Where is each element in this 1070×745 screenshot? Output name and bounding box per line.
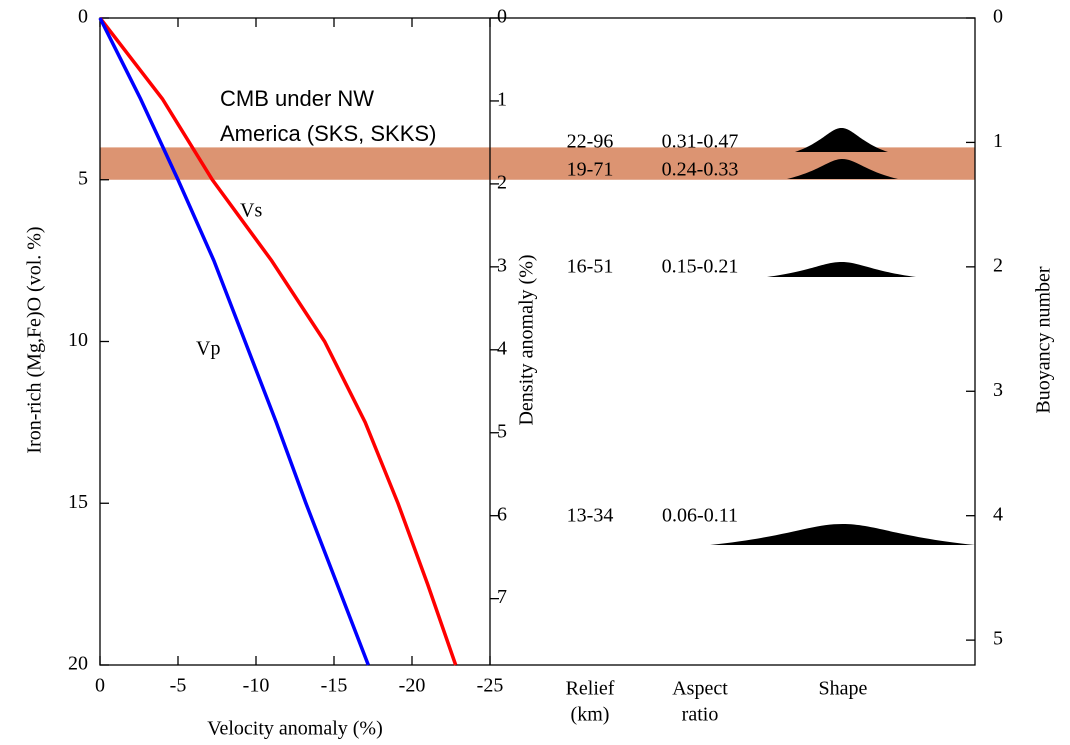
column-header: ratio (682, 704, 719, 726)
buoyancy-tick-label: 3 (993, 379, 1003, 401)
table-cell: 0.24-0.33 (662, 159, 739, 181)
y-tick-label: 20 (68, 653, 88, 675)
table-cell: 19-71 (567, 159, 614, 181)
x-tick-label: -20 (399, 675, 426, 697)
density-tick-label: 3 (497, 254, 507, 276)
density-axis-title: Density anomaly (%) (516, 254, 538, 425)
shape-icon (787, 159, 898, 179)
density-tick-label: 1 (497, 89, 507, 111)
table-cell: 0.15-0.21 (662, 256, 739, 278)
x-tick-label: 0 (95, 675, 105, 697)
annotation: CMB under NW (220, 86, 374, 111)
buoyancy-tick-label: 4 (993, 503, 1003, 525)
y-tick-label: 0 (78, 6, 88, 28)
curve (98, 17, 370, 666)
buoyancy-tick-label: 2 (993, 254, 1003, 276)
annotation: America (SKS, SKKS) (220, 121, 436, 146)
table-cell: 16-51 (567, 256, 614, 278)
table-cell: 22-96 (567, 131, 614, 153)
density-tick-label: 7 (497, 586, 507, 608)
buoyancy-tick-label: 5 (993, 628, 1003, 650)
column-header: Shape (819, 678, 868, 700)
density-tick-label: 2 (497, 171, 507, 193)
density-tick-label: 4 (497, 337, 507, 359)
column-header: Aspect (672, 678, 728, 700)
density-tick-label: 0 (497, 6, 507, 28)
column-header: Relief (566, 678, 615, 700)
density-tick-label: 6 (497, 503, 507, 525)
curve (98, 16, 458, 666)
density-tick-label: 5 (497, 420, 507, 442)
series-label: Vs (240, 200, 262, 222)
series-label: Vp (196, 338, 220, 360)
y-axis-title: Iron-rich (Mg,Fe)O (vol. %) (24, 226, 46, 453)
y-tick-label: 15 (68, 491, 88, 513)
x-tick-label: -5 (170, 675, 187, 697)
shape-icon (795, 128, 888, 152)
shape-icon (710, 524, 975, 545)
shape-icon (767, 262, 916, 277)
column-header: (km) (571, 704, 610, 726)
table-cell: 0.06-0.11 (662, 505, 738, 527)
x-axis-title: Velocity anomaly (%) (207, 718, 383, 740)
y-tick-label: 5 (78, 167, 88, 189)
table-cell: 0.31-0.47 (662, 131, 739, 153)
x-tick-label: -15 (321, 675, 348, 697)
buoyancy-axis-title: Buoyancy number (1033, 266, 1055, 414)
y-tick-label: 10 (68, 329, 88, 351)
x-tick-label: -25 (477, 675, 504, 697)
x-tick-label: -10 (243, 675, 270, 697)
buoyancy-tick-label: 1 (993, 130, 1003, 152)
table-cell: 13-34 (567, 505, 614, 527)
buoyancy-tick-label: 0 (993, 6, 1003, 28)
